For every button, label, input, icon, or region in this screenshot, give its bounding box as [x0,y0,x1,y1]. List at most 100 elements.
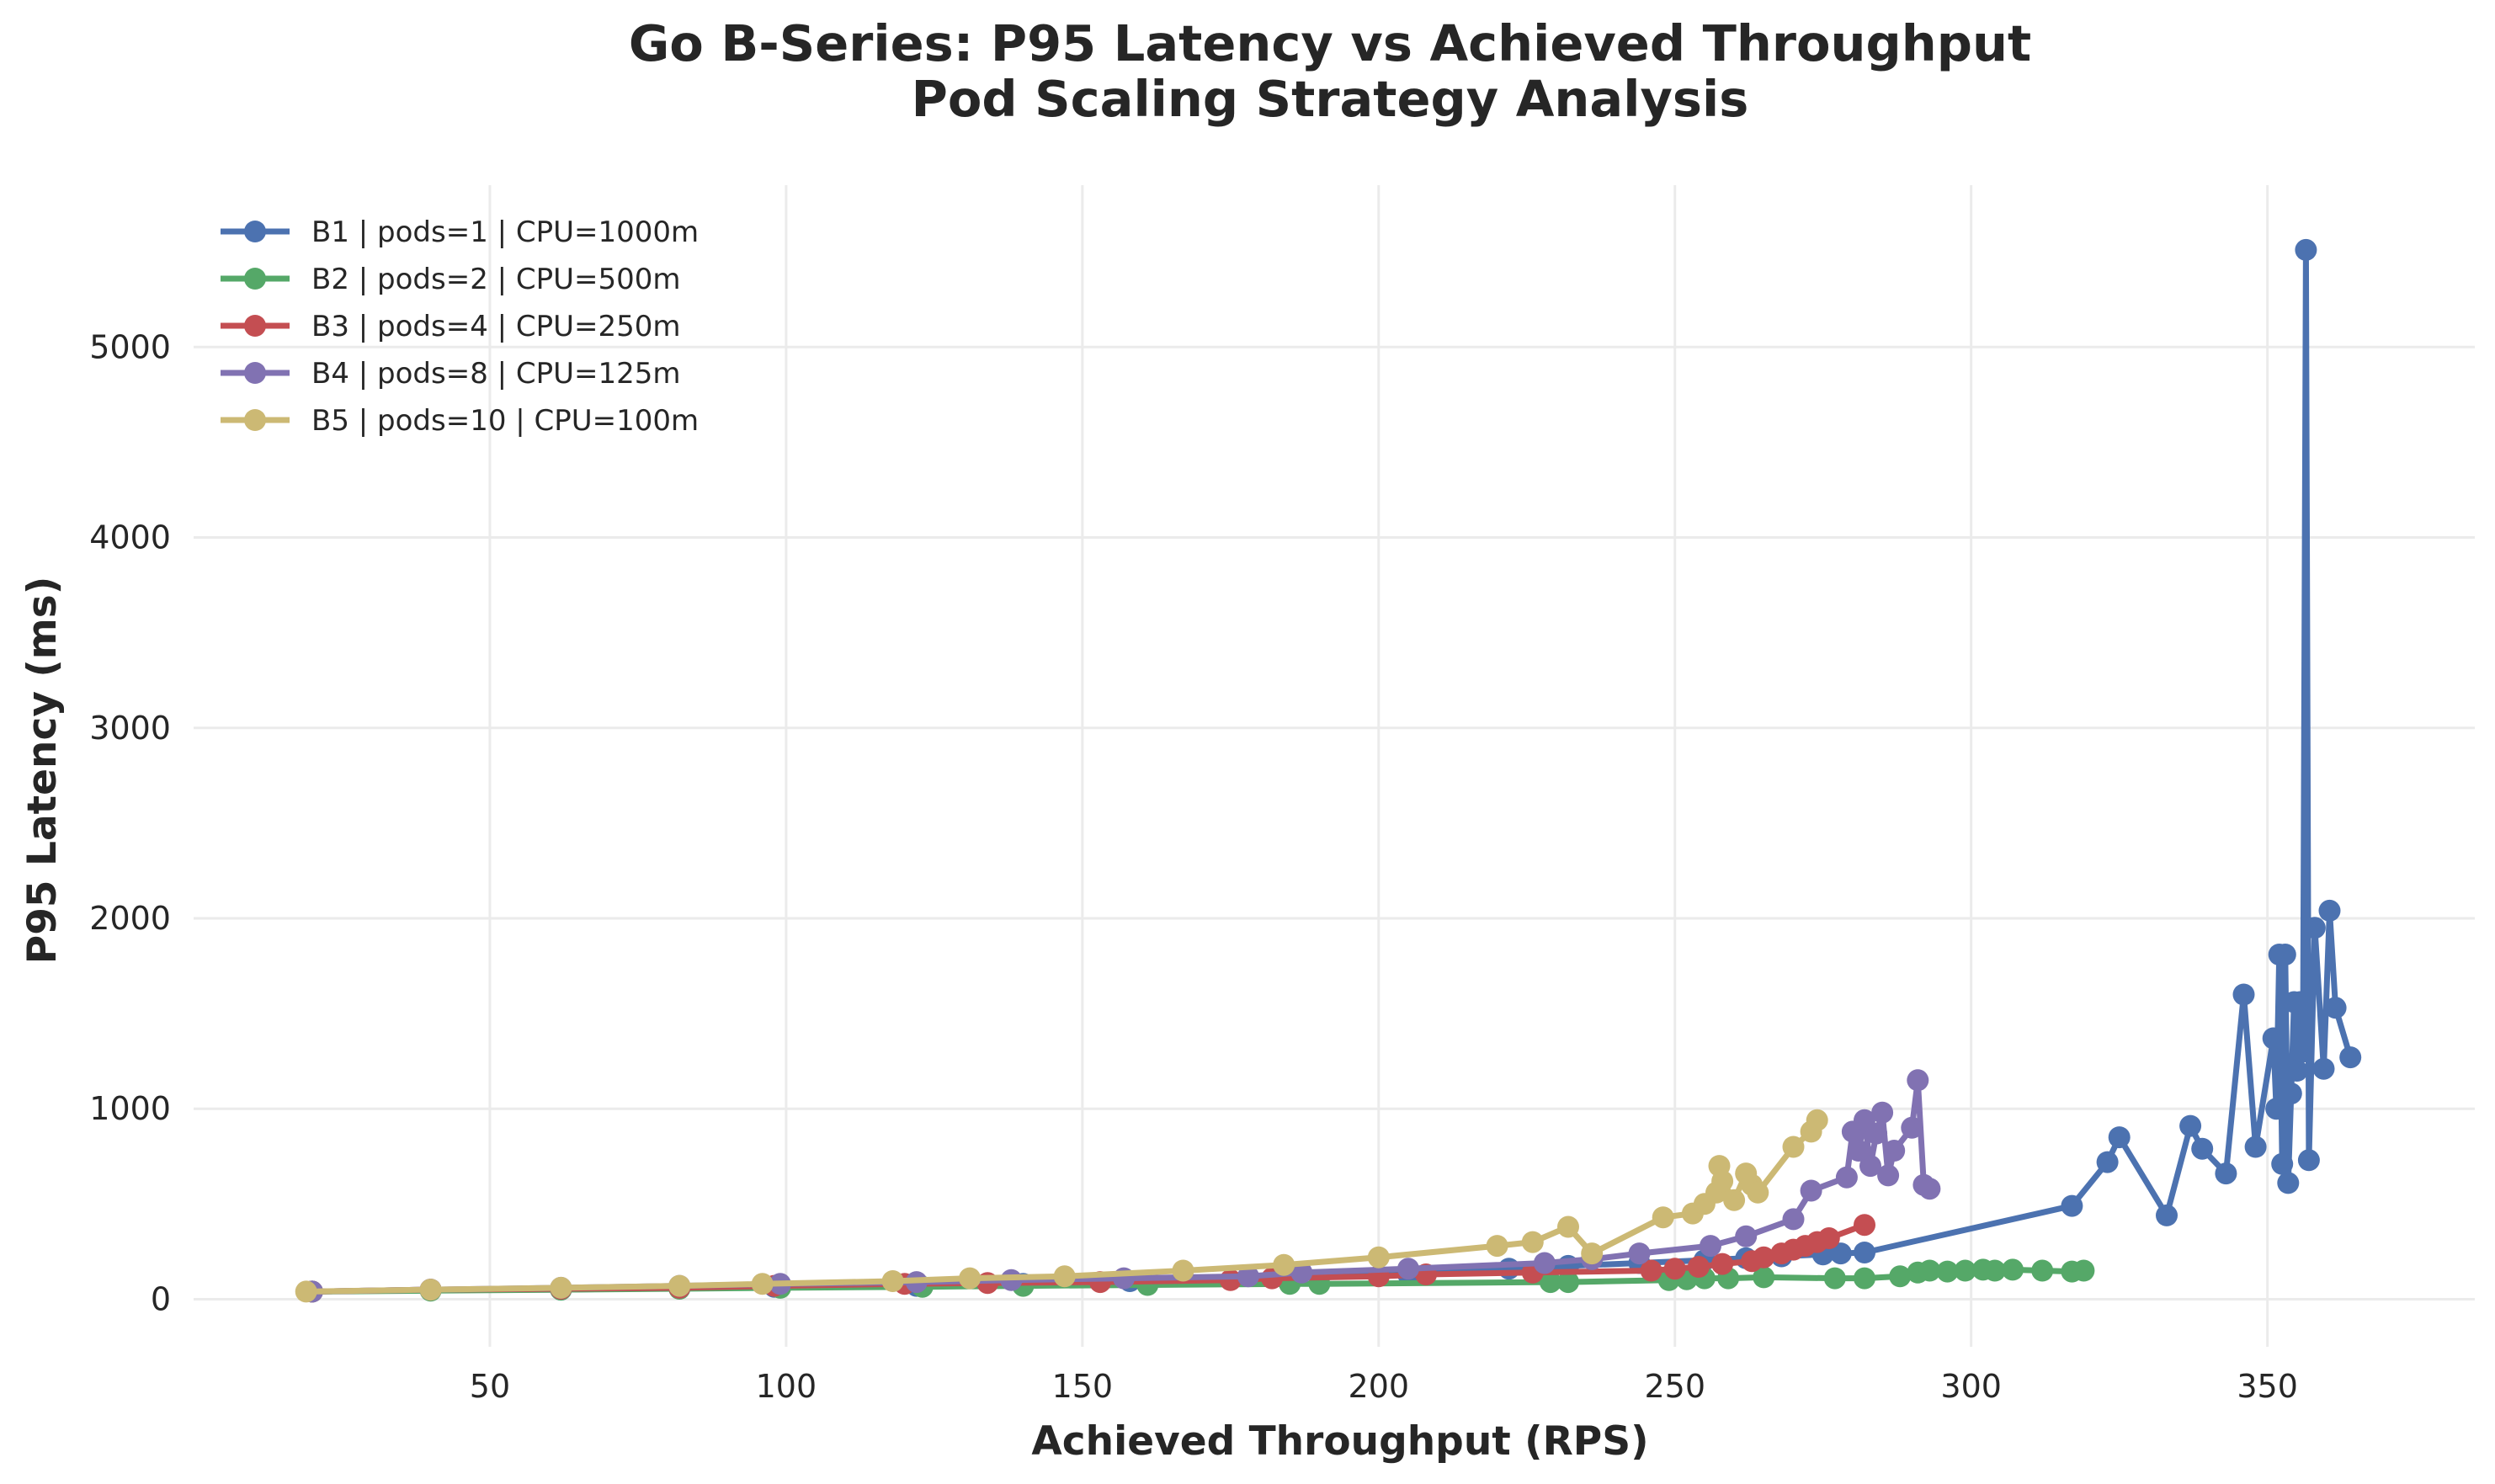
data-point [1865,1122,1888,1145]
data-point [1711,1253,1734,1275]
data-point [2324,997,2347,1019]
data-point [1498,1258,1520,1280]
data-point [2108,1126,2131,1149]
data-point [1557,1215,1579,1238]
data-point [1273,1253,1295,1276]
data-point [1700,1235,1721,1258]
x-tick-label: 150 [1052,1368,1114,1405]
data-point [2262,1027,2285,1050]
data-point [1918,1259,1941,1282]
data-point [2318,899,2341,922]
y-tick-label: 0 [151,1280,171,1317]
data-point [1871,1101,1894,1124]
legend-item: B2 | pods=2 | CPU=500m [221,263,681,296]
data-point [2339,1046,2362,1069]
y-tick-label: 3000 [89,710,171,747]
data-point [1711,1170,1734,1193]
data-point [2271,1152,2294,1175]
data-point [1367,1246,1390,1269]
chart-title: Go B-Series: P95 Latency vs Achieved Thr… [629,14,2031,72]
data-point [2244,1136,2267,1158]
data-point [2289,991,2311,1013]
data-point [1640,1259,1662,1282]
data-point [1628,1242,1651,1265]
legend-label: B3 | pods=4 | CPU=250m [311,310,681,343]
data-point [1854,1242,1875,1263]
data-point [668,1274,691,1297]
data-point [1687,1256,1710,1278]
data-point [1237,1265,1259,1288]
data-point [1782,1208,1805,1231]
data-point [1539,1271,1561,1294]
data-point [2297,1149,2320,1172]
data-point [1747,1181,1769,1204]
data-point [2072,1259,2095,1282]
data-point [1735,1225,1758,1247]
legend-marker [244,409,266,431]
y-axis-label: P95 Latency (ms) [19,577,66,964]
data-point [1533,1252,1556,1274]
legend: B1 | pods=1 | CPU=1000m B2 | pods=2 | CPU… [221,215,699,438]
data-point [1817,1227,1840,1249]
legend-marker [244,362,266,384]
data-point [1954,1259,1976,1282]
data-point [2265,1098,2288,1120]
data-point [2191,1137,2214,1160]
data-point [2303,917,2326,939]
data-point [1290,1261,1313,1284]
data-point [2179,1114,2202,1137]
data-point [2156,1204,2178,1226]
data-point [1663,1258,1686,1280]
data-point [881,1270,904,1292]
data-point [1907,1069,1929,1092]
data-point [1823,1267,1846,1290]
data-point [1172,1259,1194,1282]
x-axis-label: Achieved Throughput (RPS) [1031,1418,1648,1465]
axis-ticks: 50 100 150 200 250 300 350 0 1000 2000 3000 4000 500… [89,328,2298,1405]
data-point [2274,944,2296,965]
chart-subtitle: Pod Scaling Strategy Analysis [912,70,1749,128]
data-point [1883,1140,1906,1162]
x-tick-label: 200 [1349,1368,1410,1405]
data-point [295,1280,317,1303]
legend-label: B4 | pods=8 | CPU=125m [311,357,681,391]
data-point [1800,1179,1822,1202]
data-point [1521,1231,1544,1253]
x-tick-label: 300 [1940,1368,2002,1405]
data-point [1901,1116,1923,1139]
y-tick-label: 5000 [89,328,171,365]
data-point [1829,1242,1852,1265]
data-point [1877,1164,1900,1187]
data-point [2215,1162,2237,1185]
legend-item: B3 | pods=4 | CPU=250m [221,310,681,343]
data-point [2295,238,2317,261]
data-point [2096,1151,2119,1173]
data-point [2002,1258,2024,1281]
data-point [1557,1271,1579,1294]
data-point [2232,983,2255,1006]
data-point [2277,1172,2300,1194]
data-point [1053,1265,1076,1288]
data-point [751,1273,774,1295]
grid-lines [194,185,2475,1347]
legend-item: B4 | pods=8 | CPU=125m [221,357,681,391]
data-point [550,1276,572,1299]
data-point [2312,1057,2335,1080]
x-tick-label: 50 [470,1368,510,1405]
legend-label: B2 | pods=2 | CPU=500m [311,263,681,296]
data-point [1936,1260,1959,1283]
data-point [1753,1266,1775,1289]
data-point [1652,1206,1674,1229]
data-point [1753,1246,1775,1269]
data-point [2280,1082,2302,1105]
legend-marker [244,221,266,242]
legend-marker [244,268,266,290]
data-point [2285,1060,2308,1082]
legend-item: B1 | pods=1 | CPU=1000m [221,215,699,249]
data-point [1983,1259,2006,1282]
data-point [419,1279,442,1301]
data-point [1486,1235,1508,1258]
legend-label: B5 | pods=10 | CPU=100m [311,404,699,438]
